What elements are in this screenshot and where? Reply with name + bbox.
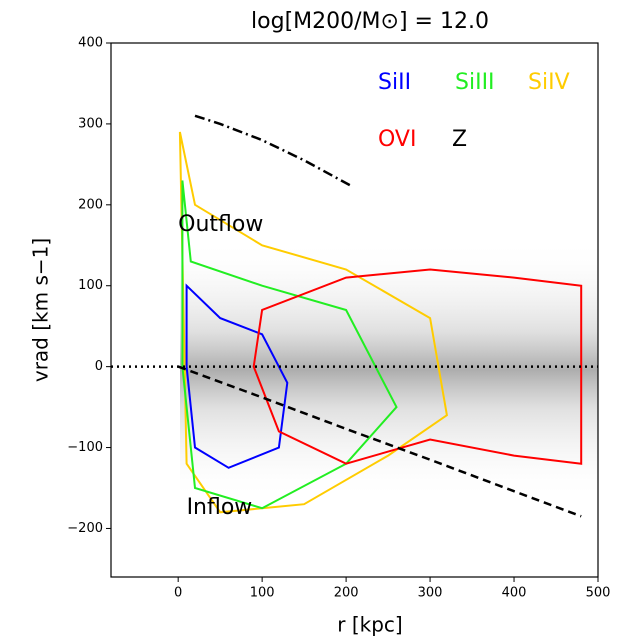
- x-tick-label: 500: [586, 586, 611, 601]
- y-tick-label: 400: [78, 36, 103, 51]
- x-tick-label: 100: [250, 586, 275, 601]
- annotation: Inflow: [187, 495, 253, 520]
- x-tick-label: 0: [174, 586, 182, 601]
- y-tick-label: −200: [67, 521, 103, 536]
- x-tick-label: 400: [502, 586, 527, 601]
- x-axis-label: r [kpc]: [337, 613, 402, 637]
- contour: [252, 268, 583, 465]
- legend-entry: SiIII: [455, 70, 495, 95]
- contour: [185, 283, 289, 469]
- reference-line: [194, 114, 351, 187]
- y-tick-label: −100: [67, 440, 103, 455]
- reference-line: [177, 365, 582, 518]
- legend-entry: Z: [452, 127, 467, 152]
- legend-entry: SiII: [378, 70, 411, 95]
- x-tick-label: 200: [334, 586, 359, 601]
- contour: [178, 131, 448, 514]
- y-axis-label: vrad [km s−1]: [29, 238, 53, 382]
- x-tick-label: 300: [418, 586, 443, 601]
- contour: [181, 180, 398, 510]
- y-tick-label: 100: [78, 278, 103, 293]
- annotation: Outflow: [178, 212, 263, 237]
- y-tick-label: 0: [95, 359, 103, 374]
- y-tick-label: 200: [78, 197, 103, 212]
- plot-frame: [110, 42, 599, 578]
- legend-entry: SiIV: [528, 70, 570, 95]
- y-tick-label: 300: [78, 116, 103, 131]
- legend-entry: OVI: [378, 127, 416, 152]
- chart-title: log[M200/M⊙] = 12.0: [251, 9, 489, 34]
